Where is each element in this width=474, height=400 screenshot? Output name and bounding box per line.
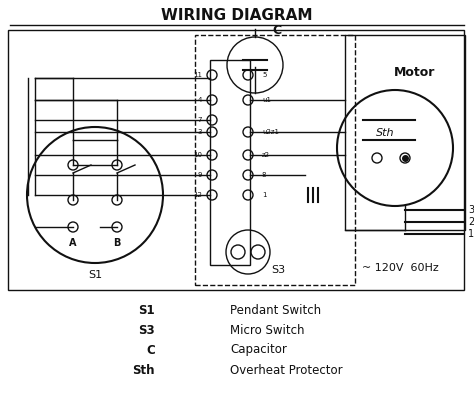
Bar <box>195 35 355 285</box>
Bar <box>210 60 250 265</box>
Text: S1: S1 <box>88 270 102 280</box>
Text: 8: 8 <box>262 172 266 178</box>
Text: 5: 5 <box>262 72 266 78</box>
Text: 1: 1 <box>262 192 266 198</box>
Text: Capacitor: Capacitor <box>230 344 287 356</box>
Text: 3: 3 <box>468 205 474 215</box>
Text: 3: 3 <box>198 129 202 135</box>
Text: 2: 2 <box>468 217 474 227</box>
Text: 4: 4 <box>198 97 202 103</box>
Text: 12: 12 <box>193 192 202 198</box>
Text: 1: 1 <box>468 229 474 239</box>
Text: C: C <box>146 344 155 356</box>
Text: B: B <box>113 238 121 248</box>
Text: S3: S3 <box>271 265 285 275</box>
Text: Micro Switch: Micro Switch <box>230 324 304 336</box>
Text: u1: u1 <box>262 97 271 103</box>
Text: 7: 7 <box>198 117 202 123</box>
Text: Motor: Motor <box>394 66 436 80</box>
Bar <box>345 35 465 230</box>
Text: Pendant Switch: Pendant Switch <box>230 304 321 316</box>
Text: S1: S1 <box>138 304 155 316</box>
Text: C: C <box>273 24 282 36</box>
Text: 10: 10 <box>193 152 202 158</box>
Text: Overheat Protector: Overheat Protector <box>230 364 343 376</box>
Bar <box>8 30 464 290</box>
Text: A: A <box>69 238 77 248</box>
Text: z2: z2 <box>262 152 270 158</box>
Text: S3: S3 <box>138 324 155 336</box>
Text: u2z1: u2z1 <box>262 129 279 135</box>
Text: Sth: Sth <box>376 128 394 138</box>
Text: 9: 9 <box>198 172 202 178</box>
Text: 11: 11 <box>193 72 202 78</box>
Text: Sth: Sth <box>133 364 155 376</box>
Text: WIRING DIAGRAM: WIRING DIAGRAM <box>161 8 313 22</box>
Text: ~ 120V  60Hz: ~ 120V 60Hz <box>362 263 438 273</box>
